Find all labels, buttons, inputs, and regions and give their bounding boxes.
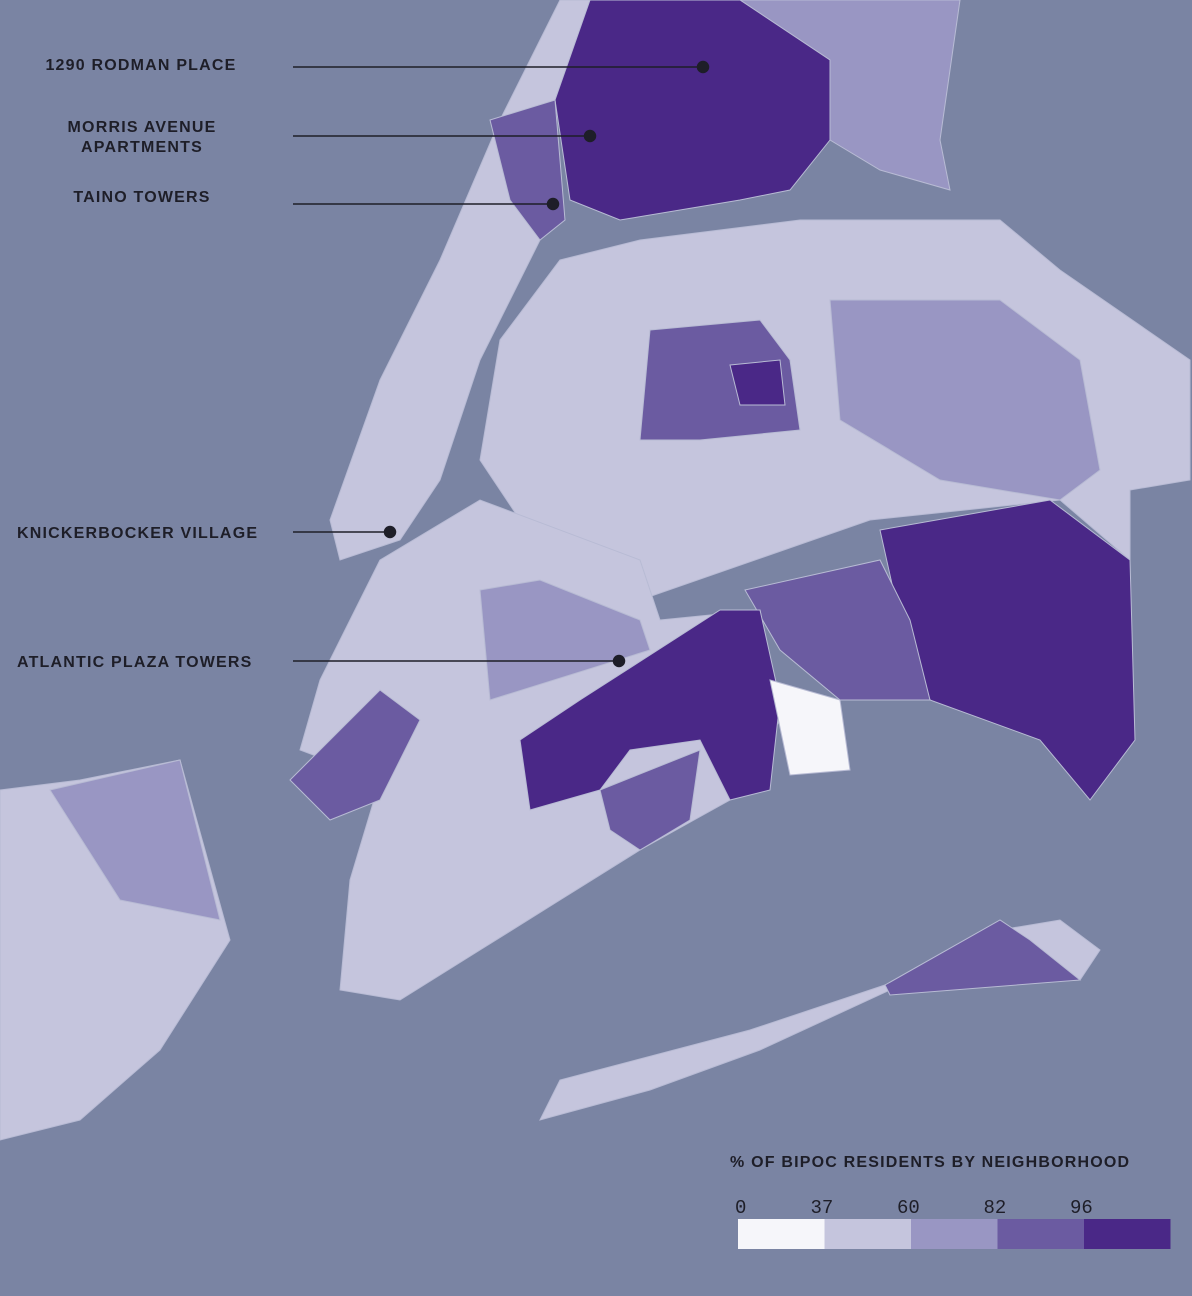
legend-swatch — [1084, 1219, 1171, 1249]
legend-tick-label: 37 — [811, 1197, 834, 1219]
queens-dark — [729, 359, 786, 406]
legend-swatch — [738, 1219, 825, 1249]
pointer-dot — [612, 654, 626, 668]
place-label: TAINO TOWERS — [73, 189, 210, 206]
pointers — [293, 60, 710, 668]
brooklyn-central — [519, 609, 781, 811]
brooklyn-north — [479, 579, 651, 701]
queens-central — [639, 319, 801, 441]
legend-tick-label: 60 — [897, 1197, 920, 1219]
legend-title: % OF BIPOC RESIDENTS BY NEIGHBORHOOD — [730, 1154, 1130, 1171]
legend: % OF BIPOC RESIDENTS BY NEIGHBORHOOD 0 37… — [730, 1154, 1171, 1249]
pointer-dot — [383, 525, 397, 539]
brooklyn-east — [599, 749, 701, 851]
place-label: ATLANTIC PLAZA TOWERS — [17, 654, 253, 671]
legend-swatch — [911, 1219, 998, 1249]
staten-island-north — [49, 759, 221, 921]
far-rockaway — [884, 919, 1082, 996]
legend-swatch — [997, 1219, 1084, 1249]
pointer-dot — [546, 197, 560, 211]
harlem — [489, 99, 566, 241]
place-label: APARTMENTS — [81, 139, 203, 156]
place-label: MORRIS AVENUE — [68, 119, 217, 136]
pointer-dot — [696, 60, 710, 74]
labels: 1290 RODMAN PLACE MORRIS AVENUE APARTMEN… — [17, 57, 258, 671]
pointer-dot — [583, 129, 597, 143]
queens-east — [829, 299, 1101, 501]
place-label: 1290 RODMAN PLACE — [45, 57, 236, 74]
legend-tick-label: 82 — [984, 1197, 1007, 1219]
queens-south — [744, 559, 931, 701]
boroughs — [0, 0, 1191, 1141]
legend-tick-label: 0 — [735, 1197, 746, 1219]
legend-tick-label: 96 — [1070, 1197, 1093, 1219]
brooklyn-light — [769, 679, 851, 776]
bronx — [554, 0, 831, 221]
place-label: KNICKERBOCKER VILLAGE — [17, 525, 258, 542]
sunset-park — [289, 689, 421, 821]
legend-swatch — [824, 1219, 911, 1249]
